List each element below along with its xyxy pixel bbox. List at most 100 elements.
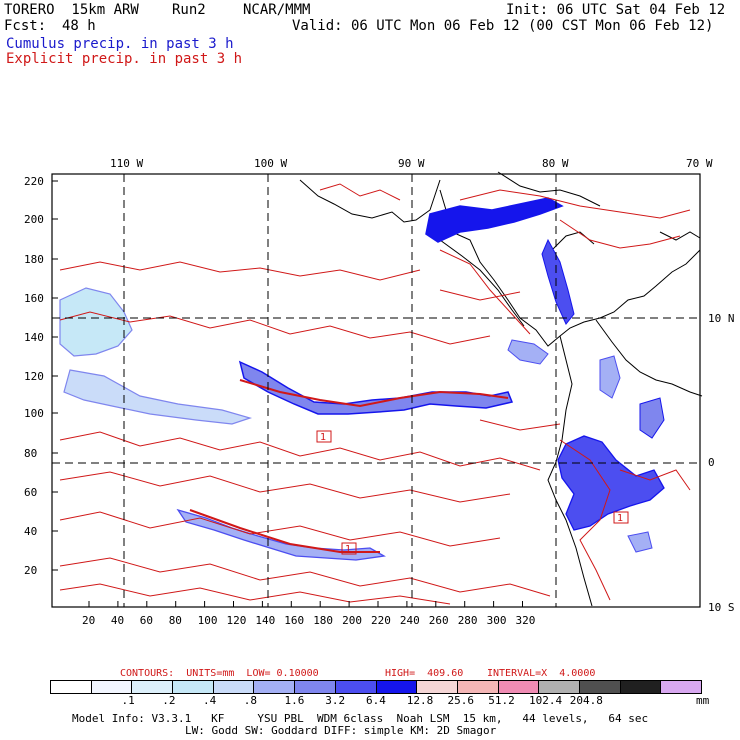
coastline [299,171,703,607]
x-tick-label: 120 [226,614,247,627]
colorbar [50,680,702,694]
colorbar-swatch [132,681,174,693]
colorbar-label: .2 [162,694,176,707]
contour-label-box [316,430,332,443]
legend-cumulus: Cumulus precip. in past 3 h [6,36,234,52]
colorbar-swatch [579,681,621,693]
contour-mark: 1 [617,513,623,524]
colorbar-label: 3.2 [325,694,346,707]
x-tick-label: 100 [197,614,218,627]
x-tick-label: 160 [284,614,305,627]
y-tick-label: 200 [24,213,44,226]
fcst-value: 48 h [62,18,96,34]
colorbar-swatch [620,681,662,693]
cumulus-band [238,360,514,415]
cumulus-precip [59,197,665,561]
colorbar-swatch [173,681,214,693]
init-time: Init: 06 UTC Sat 04 Feb 12 [506,2,726,18]
colorbar-label: .4 [203,694,217,707]
cumulus-cell [557,435,665,531]
y-tick-label: 80 [24,447,38,460]
cumulus-cell [599,355,621,399]
colorbar-swatch [254,681,296,693]
contour-high: HIGH= 409.60 [385,668,464,679]
explicit-precip [59,183,691,605]
colorbar-label: 1.6 [284,694,305,707]
lon-label: 110 W [110,157,144,170]
x-tick-label: 80 [168,614,182,627]
physics-info: LW: Godd SW: Goddard DIFF: simple KM: 2D… [185,724,497,737]
colorbar-swatch [213,681,255,693]
lat-label: 10 N [708,312,735,325]
x-tick-label: 240 [399,614,420,627]
contour-interval: INTERVAL=X 4.0000 [487,668,596,679]
y-tick-label: 20 [24,564,38,577]
legend-explicit: Explicit precip. in past 3 h [6,51,243,67]
cumulus-cell [507,339,549,365]
cumulus-cell [627,531,653,553]
fcst-label: Fcst: [4,18,47,34]
colorbar-swatch [376,681,418,693]
x-tick-label: 280 [457,614,478,627]
contour-units: CONTOURS: UNITS=mm LOW= 0.10000 [120,668,319,679]
colorbar-unit: mm [696,694,710,707]
lon-label: 100 W [254,157,288,170]
y-tick-label: 40 [24,525,38,538]
y-tick-label: 100 [24,407,44,420]
colorbar-swatch [539,681,580,693]
center-label: NCAR/MMM [243,2,311,18]
colorbar-swatch [498,681,540,693]
y-tick-label: 60 [24,486,38,499]
x-tick-label: 320 [515,614,536,627]
contour-label-text: 1 1 1 [320,432,623,555]
colorbar-swatch [335,681,377,693]
colorbar-label: .1 [121,694,135,707]
cumulus-cell [59,287,133,357]
x-tick-label: 40 [110,614,125,627]
lon-label: 70 W [686,157,713,170]
x-tick-label: 260 [428,614,449,627]
colorbar-swatch [661,681,701,693]
model-info: Model Info: V3.3.1 KF YSU PBL WDM 6class… [72,712,649,725]
model-title: TORERO 15km ARW [4,2,139,18]
colorbar-label: 6.4 [366,694,386,707]
lon-label: 80 W [542,157,569,170]
y-tick-label: 160 [24,292,44,305]
colorbar-label: 51.2 [488,694,515,707]
y-tick-label: 140 [24,331,44,344]
colorbar-label: 102.4 [529,694,563,707]
colorbar-label: 204.8 [569,694,603,707]
x-tick-label: 140 [255,614,276,627]
axis-ticks [52,180,523,607]
x-tick-label: 200 [342,614,362,627]
lat-label: 10 S [708,601,735,614]
y-tick-label: 180 [24,253,44,266]
cumulus-band [425,197,564,243]
contour-mark: 1 [320,432,326,443]
x-tick-label: 300 [486,614,507,627]
colorbar-label: 12.8 [406,694,434,707]
contour-labels [316,430,629,555]
cumulus-cell [63,369,253,425]
x-tick-label: 180 [313,614,334,627]
contour-label-box [613,511,629,524]
colorbar-swatch [295,681,336,693]
x-tick-label: 220 [371,614,391,627]
y-tick-label: 120 [24,370,44,383]
cumulus-cell [639,397,665,439]
lat-label: 0 [708,456,715,469]
colorbar-label: .8 [243,694,257,707]
colorbar-swatch [417,681,458,693]
map-frame [51,173,701,608]
colorbar-swatch [457,681,499,693]
contour-label-box [341,542,357,555]
colorbar-swatch [91,681,133,693]
cumulus-cell [541,238,575,325]
y-tick-label: 220 [24,175,44,188]
x-tick-label: 60 [139,614,154,627]
lon-label: 90 W [398,157,425,170]
valid-time: Valid: 06 UTC Mon 06 Feb 12 (00 CST Mon … [292,18,714,34]
colorbar-swatch [51,681,92,693]
colorbar-label: 25.6 [447,694,475,707]
